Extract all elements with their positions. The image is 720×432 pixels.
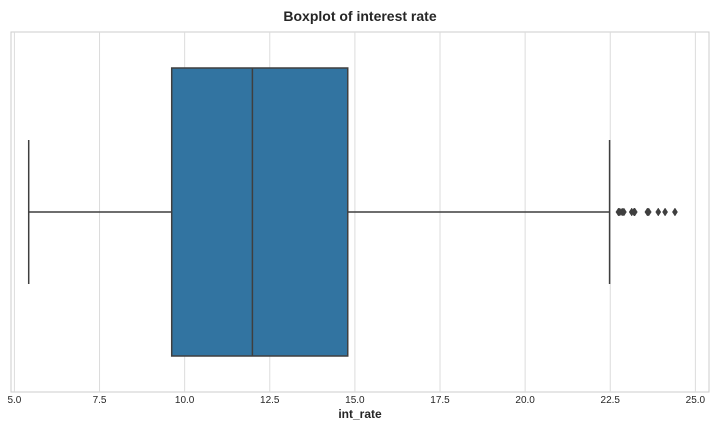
x-tick-label: 20.0 bbox=[515, 395, 535, 406]
iqr-box bbox=[170, 67, 349, 357]
box-group bbox=[27, 67, 678, 357]
x-tick-label: 15.0 bbox=[345, 395, 365, 406]
x-tick-label: 17.5 bbox=[430, 395, 450, 406]
x-tick-label: 10.0 bbox=[175, 395, 195, 406]
outlier-point bbox=[631, 207, 638, 217]
outlier-point bbox=[662, 207, 668, 217]
outlier-point bbox=[645, 207, 652, 217]
x-tick-labels: 5.0 7.5 10.0 12.5 15.0 17.5 20.0 22.5 25.0 bbox=[7, 395, 705, 406]
chart-title: Boxplot of interest rate bbox=[283, 8, 437, 24]
x-tick-label: 12.5 bbox=[260, 395, 280, 406]
x-tick-label: 22.5 bbox=[601, 395, 621, 406]
x-tick-label: 25.0 bbox=[686, 395, 706, 406]
outlier-point bbox=[672, 207, 678, 217]
x-tick-label: 5.0 bbox=[7, 395, 21, 406]
outlier-point bbox=[620, 207, 627, 217]
outlier-point bbox=[655, 207, 662, 217]
x-axis-label: int_rate bbox=[338, 407, 382, 421]
x-tick-label: 7.5 bbox=[93, 395, 107, 406]
